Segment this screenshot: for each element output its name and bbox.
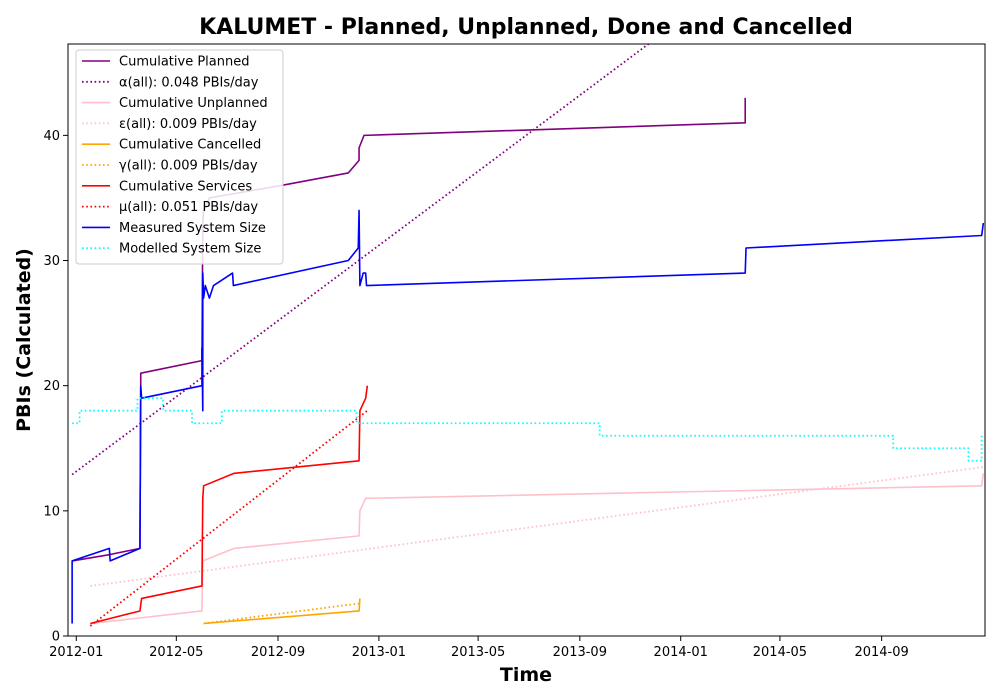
legend-label: ε(all): 0.009 PBIs/day xyxy=(119,117,257,132)
series-line-9 xyxy=(71,209,985,624)
y-tick-label: 30 xyxy=(43,254,60,269)
y-axis: 0 10 20 30 40 xyxy=(43,129,68,645)
legend-label: Cumulative Services xyxy=(119,179,252,194)
chart-title: KALUMET - Planned, Unplanned, Done and C… xyxy=(199,15,853,40)
series-line-7 xyxy=(90,385,369,625)
x-tick-label: 2014-09 xyxy=(854,645,908,660)
x-tick-label: 2014-01 xyxy=(654,645,708,660)
x-tick-label: 2012-09 xyxy=(251,645,305,660)
legend-label: Measured System Size xyxy=(119,221,266,236)
legend: Cumulative Planned α(all): 0.048 PBIs/day… xyxy=(75,49,284,265)
x-tick-label: 2013-01 xyxy=(352,645,406,660)
legend-box xyxy=(75,49,284,265)
y-tick-label: 20 xyxy=(43,379,60,394)
legend-label: Cumulative Cancelled xyxy=(119,138,261,153)
legend-label: γ(all): 0.009 PBIs/day xyxy=(119,159,258,174)
series-line-6 xyxy=(203,602,360,625)
plot-frame xyxy=(67,43,986,637)
y-axis-label: PBIs (Calculated) xyxy=(13,248,35,432)
x-tick-label: 2013-05 xyxy=(451,645,505,660)
y-tick-label: 40 xyxy=(43,129,60,144)
y-tick-label: 10 xyxy=(43,504,60,519)
x-tick-label: 2013-09 xyxy=(553,645,607,660)
series-line-4 xyxy=(90,466,984,587)
series-line-10 xyxy=(72,397,983,462)
x-axis-label: Time xyxy=(500,664,552,686)
legend-label: Modelled System Size xyxy=(119,242,261,257)
x-tick-label: 2012-01 xyxy=(49,645,103,660)
series-line-8 xyxy=(89,409,368,627)
x-axis: 2012-01 2012-05 2012-09 2013-01 2013-05 2013-… xyxy=(49,636,909,660)
legend-label: α(all): 0.048 PBIs/day xyxy=(119,75,259,90)
y-tick-label: 0 xyxy=(52,630,60,645)
legend-label: μ(all): 0.051 PBIs/day xyxy=(119,200,258,215)
series-line-5 xyxy=(203,598,361,625)
series-line-3 xyxy=(90,473,985,625)
legend-label: Cumulative Unplanned xyxy=(119,96,268,111)
x-tick-label: 2012-05 xyxy=(149,645,203,660)
legend-label: Cumulative Planned xyxy=(119,55,249,70)
x-tick-label: 2014-05 xyxy=(753,645,807,660)
